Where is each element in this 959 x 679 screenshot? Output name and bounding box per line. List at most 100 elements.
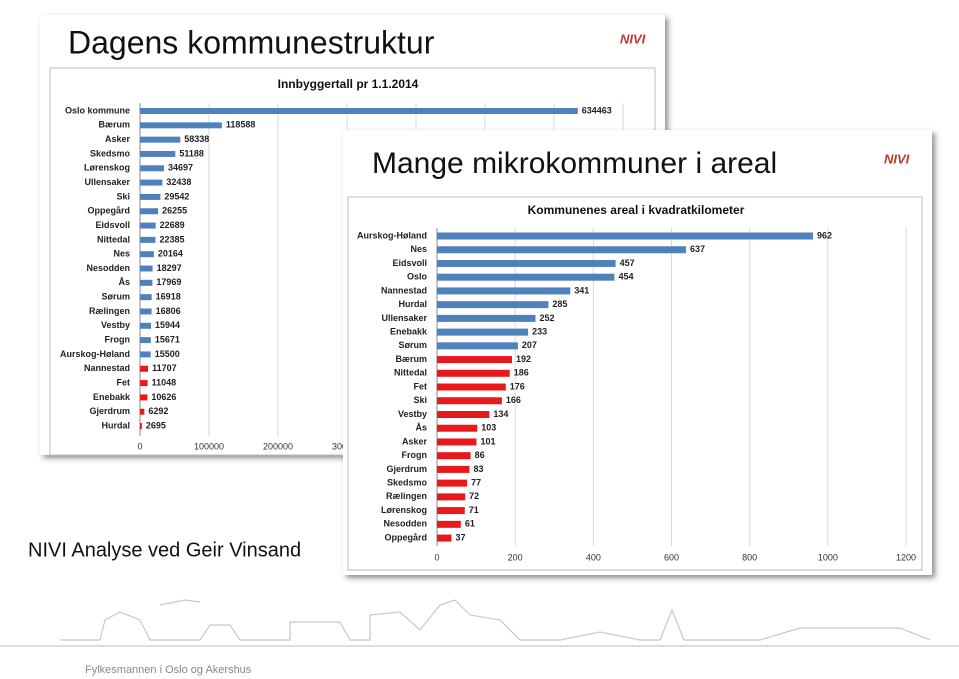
bar: [140, 193, 161, 200]
data-label: 634463: [582, 105, 612, 115]
bar: [437, 301, 549, 309]
data-label: 285: [552, 299, 567, 309]
y-tick-label: Gjerdrum: [386, 464, 427, 474]
data-label: 29542: [164, 191, 189, 201]
y-tick-label: Vestby: [101, 320, 130, 330]
data-label: 2695: [146, 420, 166, 430]
y-tick-label: Bærum: [98, 120, 130, 130]
bar: [437, 259, 616, 267]
bar: [140, 337, 151, 344]
bar: [437, 410, 490, 418]
bar: [140, 251, 154, 258]
data-label: 86: [475, 450, 485, 460]
x-tick-label: 800: [742, 552, 757, 562]
bar: [437, 383, 506, 391]
data-label: 61: [465, 519, 475, 529]
y-tick-label: Rælingen: [386, 491, 427, 501]
y-tick-label: Nittedal: [394, 368, 427, 378]
data-label: 176: [510, 381, 525, 391]
y-tick-label: Ski: [116, 191, 130, 201]
y-tick-label: Ås: [415, 423, 427, 433]
bar: [437, 273, 615, 281]
data-label: 37: [455, 532, 465, 542]
y-tick-label: Eidsvoll: [392, 258, 427, 268]
y-tick-label: Sørum: [101, 292, 130, 302]
data-label: 637: [690, 244, 705, 254]
data-label: 22689: [160, 220, 185, 230]
bar: [437, 356, 513, 364]
y-tick-label: Lørenskog: [381, 505, 427, 515]
bar: [140, 108, 578, 114]
bar: [140, 279, 153, 286]
data-label: 20164: [158, 249, 183, 259]
y-tick-label: Bærum: [395, 354, 427, 364]
y-tick-label: Ullensaker: [381, 313, 427, 323]
bar: [140, 179, 163, 186]
data-label: 15500: [155, 349, 180, 359]
y-tick-label: Ski: [413, 395, 427, 405]
bar: [140, 265, 153, 272]
x-tick-label: 600: [664, 552, 679, 562]
data-label: 454: [618, 272, 633, 282]
y-tick-label: Aurskog-Høland: [60, 349, 130, 359]
data-label: 58338: [184, 134, 209, 144]
y-tick-label: Nes: [410, 244, 427, 254]
y-tick-label: Fet: [117, 377, 131, 387]
y-tick-label: Sørum: [398, 340, 427, 350]
y-tick-label: Asker: [105, 134, 131, 144]
y-tick-label: Nes: [113, 249, 130, 259]
skyline: [0, 599, 959, 647]
data-label: 134: [493, 409, 508, 419]
x-tick-label: 1000: [818, 552, 838, 562]
caption: NIVI Analyse ved Geir Vinsand: [28, 539, 301, 561]
y-tick-label: Rælingen: [89, 306, 130, 316]
logo: NIVI: [620, 31, 646, 46]
x-tick-label: 400: [586, 552, 601, 562]
data-label: 26255: [162, 206, 187, 216]
y-tick-label: Fet: [414, 381, 428, 391]
bar: [437, 287, 571, 295]
bar: [140, 380, 148, 387]
data-label: 341: [574, 285, 589, 295]
data-label: 6292: [148, 406, 168, 416]
y-tick-label: Oppegård: [87, 206, 130, 216]
y-tick-label: Lørenskog: [84, 163, 130, 173]
x-tick-label: 0: [434, 552, 439, 562]
data-label: 101: [480, 436, 495, 446]
data-label: 186: [514, 368, 529, 378]
data-label: 457: [620, 258, 635, 268]
bar: [140, 136, 181, 143]
data-label: 32438: [166, 177, 191, 187]
y-tick-label: Oslo kommune: [65, 105, 130, 115]
bar: [437, 369, 510, 377]
bar: [437, 493, 466, 501]
y-tick-label: Hurdal: [101, 420, 130, 430]
y-tick-label: Gjerdrum: [89, 406, 130, 416]
y-tick-label: Frogn: [105, 334, 131, 344]
y-tick-label: Oslo: [407, 272, 428, 282]
bar: [140, 165, 164, 172]
x-tick-label: 200: [508, 552, 523, 562]
bar: [140, 408, 145, 415]
bar: [437, 314, 536, 322]
y-tick-label: Nannestad: [381, 285, 427, 295]
bar: [140, 222, 156, 229]
y-tick-label: Ås: [118, 277, 130, 287]
slide-heading: Mange mikrokommuner i areal: [372, 147, 777, 180]
data-label: 166: [506, 395, 521, 405]
bar: [437, 479, 468, 487]
bar: [437, 520, 461, 528]
data-label: 192: [516, 354, 531, 364]
y-tick-label: Enebakk: [390, 326, 428, 336]
data-label: 77: [471, 478, 481, 488]
data-label: 103: [481, 423, 496, 433]
bar: [437, 397, 502, 405]
bar: [140, 236, 156, 243]
data-label: 71: [469, 505, 479, 515]
chart-title: Innbyggertall pr 1.1.2014: [278, 77, 419, 91]
bar: [437, 246, 686, 254]
x-tick-label: 200000: [263, 441, 293, 451]
logo: NIVI: [884, 151, 910, 166]
y-tick-label: Eidsvoll: [95, 220, 130, 230]
